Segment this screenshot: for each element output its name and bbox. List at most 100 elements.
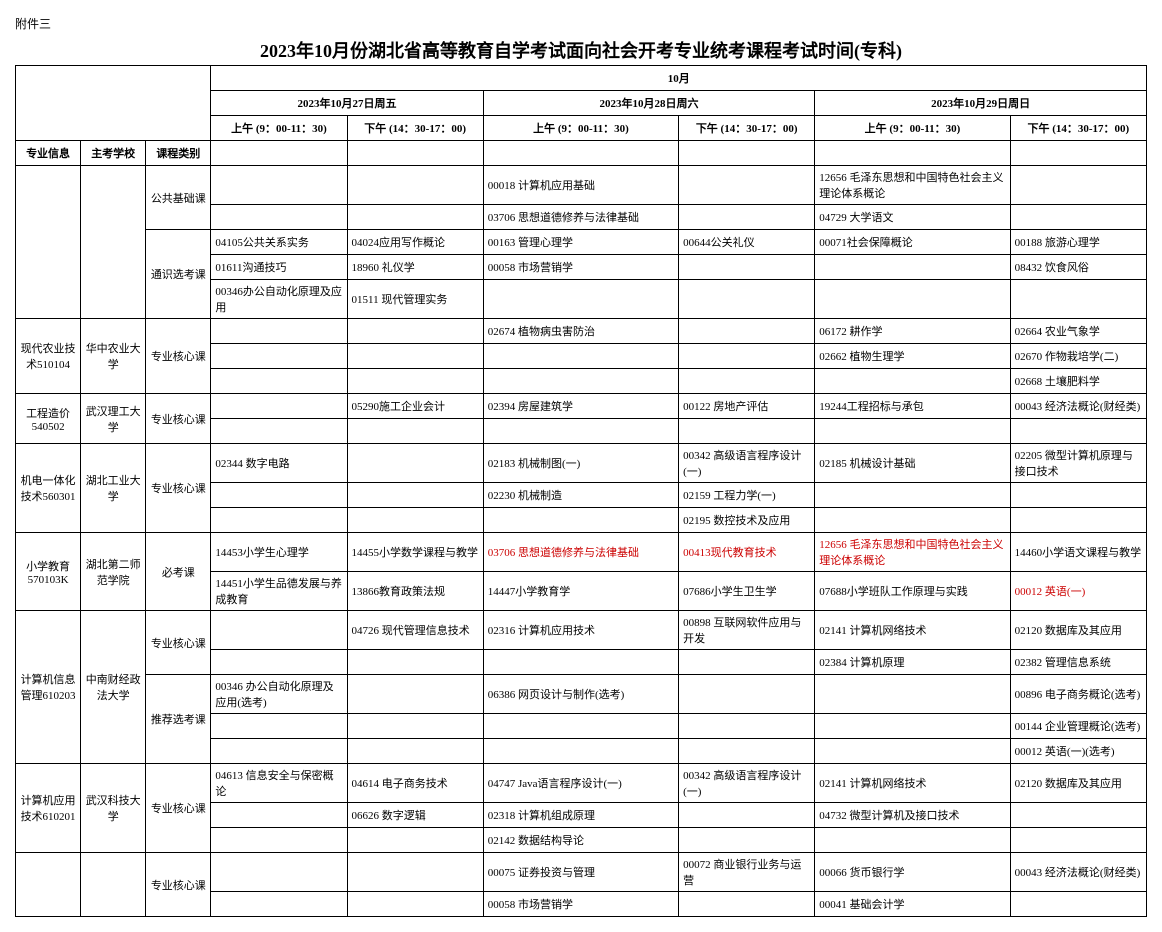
table-cell: 00043 经济法概论(财经类) <box>1010 394 1146 419</box>
table-cell: 02670 作物栽培学(二) <box>1010 344 1146 369</box>
table-cell: 00018 计算机应用基础 <box>483 166 678 205</box>
table-cell: 00058 市场营销学 <box>483 892 678 917</box>
table-cell <box>1010 419 1146 444</box>
table-cell <box>1010 828 1146 853</box>
table-cell: 02318 计算机组成原理 <box>483 803 678 828</box>
table-cell: 公共基础课 <box>146 166 211 230</box>
table-cell <box>679 650 815 675</box>
table-cell: 00342 高级语言程序设计(一) <box>679 764 815 803</box>
table-cell: 04747 Java语言程序设计(一) <box>483 764 678 803</box>
table-cell: 04613 信息安全与保密概论 <box>211 764 347 803</box>
table-cell: 14460小学语文课程与教学 <box>1010 533 1146 572</box>
table-cell <box>211 319 347 344</box>
table-cell: 04024应用写作概论 <box>347 230 483 255</box>
table-cell: 02662 植物生理学 <box>815 344 1010 369</box>
table-cell <box>211 419 347 444</box>
table-cell <box>679 344 815 369</box>
table-cell: 07686小学生卫生学 <box>679 572 815 611</box>
table-cell <box>347 344 483 369</box>
table-cell <box>81 166 146 319</box>
month-header: 10月 <box>211 66 1147 91</box>
table-cell: 12656 毛泽东思想和中国特色社会主义理论体系概论 <box>815 533 1010 572</box>
table-cell: 02120 数据库及其应用 <box>1010 611 1146 650</box>
table-cell <box>211 205 347 230</box>
table-cell <box>81 853 146 917</box>
table-cell: 08432 饮食风俗 <box>1010 255 1146 280</box>
table-cell: 00188 旅游心理学 <box>1010 230 1146 255</box>
table-cell: 00144 企业管理概论(选考) <box>1010 714 1146 739</box>
table-cell: 02674 植物病虫害防治 <box>483 319 678 344</box>
table-cell <box>211 714 347 739</box>
table-cell <box>347 714 483 739</box>
table-cell: 14451小学生品德发展与养成教育 <box>211 572 347 611</box>
table-cell <box>347 419 483 444</box>
table-cell <box>347 369 483 394</box>
table-cell: 专业核心课 <box>146 764 211 853</box>
table-cell <box>347 853 483 892</box>
table-cell <box>347 892 483 917</box>
table-cell <box>347 483 483 508</box>
table-cell: 00644公关礼仪 <box>679 230 815 255</box>
table-cell <box>211 508 347 533</box>
table-cell: 14455小学数学课程与教学 <box>347 533 483 572</box>
table-cell <box>347 166 483 205</box>
table-cell: 02120 数据库及其应用 <box>1010 764 1146 803</box>
table-cell: 专业核心课 <box>146 394 211 444</box>
slot-header: 下午 (14：30-17：00) <box>347 116 483 141</box>
table-cell: 12656 毛泽东思想和中国特色社会主义理论体系概论 <box>815 166 1010 205</box>
table-cell: 13866教育政策法规 <box>347 572 483 611</box>
table-cell: 通识选考课 <box>146 230 211 319</box>
table-cell: 湖北第二师范学院 <box>81 533 146 611</box>
table-cell <box>679 166 815 205</box>
table-cell <box>815 828 1010 853</box>
table-cell: 武汉科技大学 <box>81 764 146 853</box>
slot-header: 上午 (9：00-11：30) <box>483 116 678 141</box>
table-cell <box>483 369 678 394</box>
table-cell <box>211 344 347 369</box>
table-cell: 18960 礼仪学 <box>347 255 483 280</box>
table-cell <box>815 675 1010 714</box>
table-cell: 推荐选考课 <box>146 675 211 764</box>
table-cell <box>16 166 81 319</box>
table-cell <box>679 828 815 853</box>
table-cell: 00163 管理心理学 <box>483 230 678 255</box>
table-cell <box>211 892 347 917</box>
table-cell: 03706 思想道德修养与法律基础 <box>483 205 678 230</box>
table-cell <box>815 483 1010 508</box>
table-cell <box>347 319 483 344</box>
table-cell: 00043 经济法概论(财经类) <box>1010 853 1146 892</box>
table-cell: 湖北工业大学 <box>81 444 146 533</box>
table-cell: 02159 工程力学(一) <box>679 483 815 508</box>
table-cell <box>483 280 678 319</box>
table-cell <box>347 675 483 714</box>
table-cell: 小学教育570103K <box>16 533 81 611</box>
table-cell <box>211 483 347 508</box>
table-cell: 02230 机械制造 <box>483 483 678 508</box>
table-cell: 00342 高级语言程序设计(一) <box>679 444 815 483</box>
table-cell: 00041 基础会计学 <box>815 892 1010 917</box>
table-cell: 专业核心课 <box>146 853 211 917</box>
attachment-label: 附件三 <box>15 15 1147 32</box>
col-school: 主考学校 <box>81 141 146 166</box>
day3-header: 2023年10月29日周日 <box>815 91 1147 116</box>
table-cell <box>347 650 483 675</box>
table-cell <box>1010 280 1146 319</box>
table-cell: 00413现代教育技术 <box>679 533 815 572</box>
table-cell: 02668 土壤肥料学 <box>1010 369 1146 394</box>
table-cell <box>211 739 347 764</box>
table-cell <box>347 828 483 853</box>
table-cell: 14447小学教育学 <box>483 572 678 611</box>
table-cell: 02316 计算机应用技术 <box>483 611 678 650</box>
table-cell <box>347 508 483 533</box>
table-cell: 05290施工企业会计 <box>347 394 483 419</box>
table-cell <box>815 419 1010 444</box>
table-cell: 04726 现代管理信息技术 <box>347 611 483 650</box>
table-cell <box>679 255 815 280</box>
table-cell: 中南财经政法大学 <box>81 611 146 764</box>
table-cell: 00012 英语(一)(选考) <box>1010 739 1146 764</box>
table-cell: 专业核心课 <box>146 444 211 533</box>
table-cell: 00075 证券投资与管理 <box>483 853 678 892</box>
table-cell: 02384 计算机原理 <box>815 650 1010 675</box>
table-cell <box>1010 892 1146 917</box>
table-cell: 02185 机械设计基础 <box>815 444 1010 483</box>
